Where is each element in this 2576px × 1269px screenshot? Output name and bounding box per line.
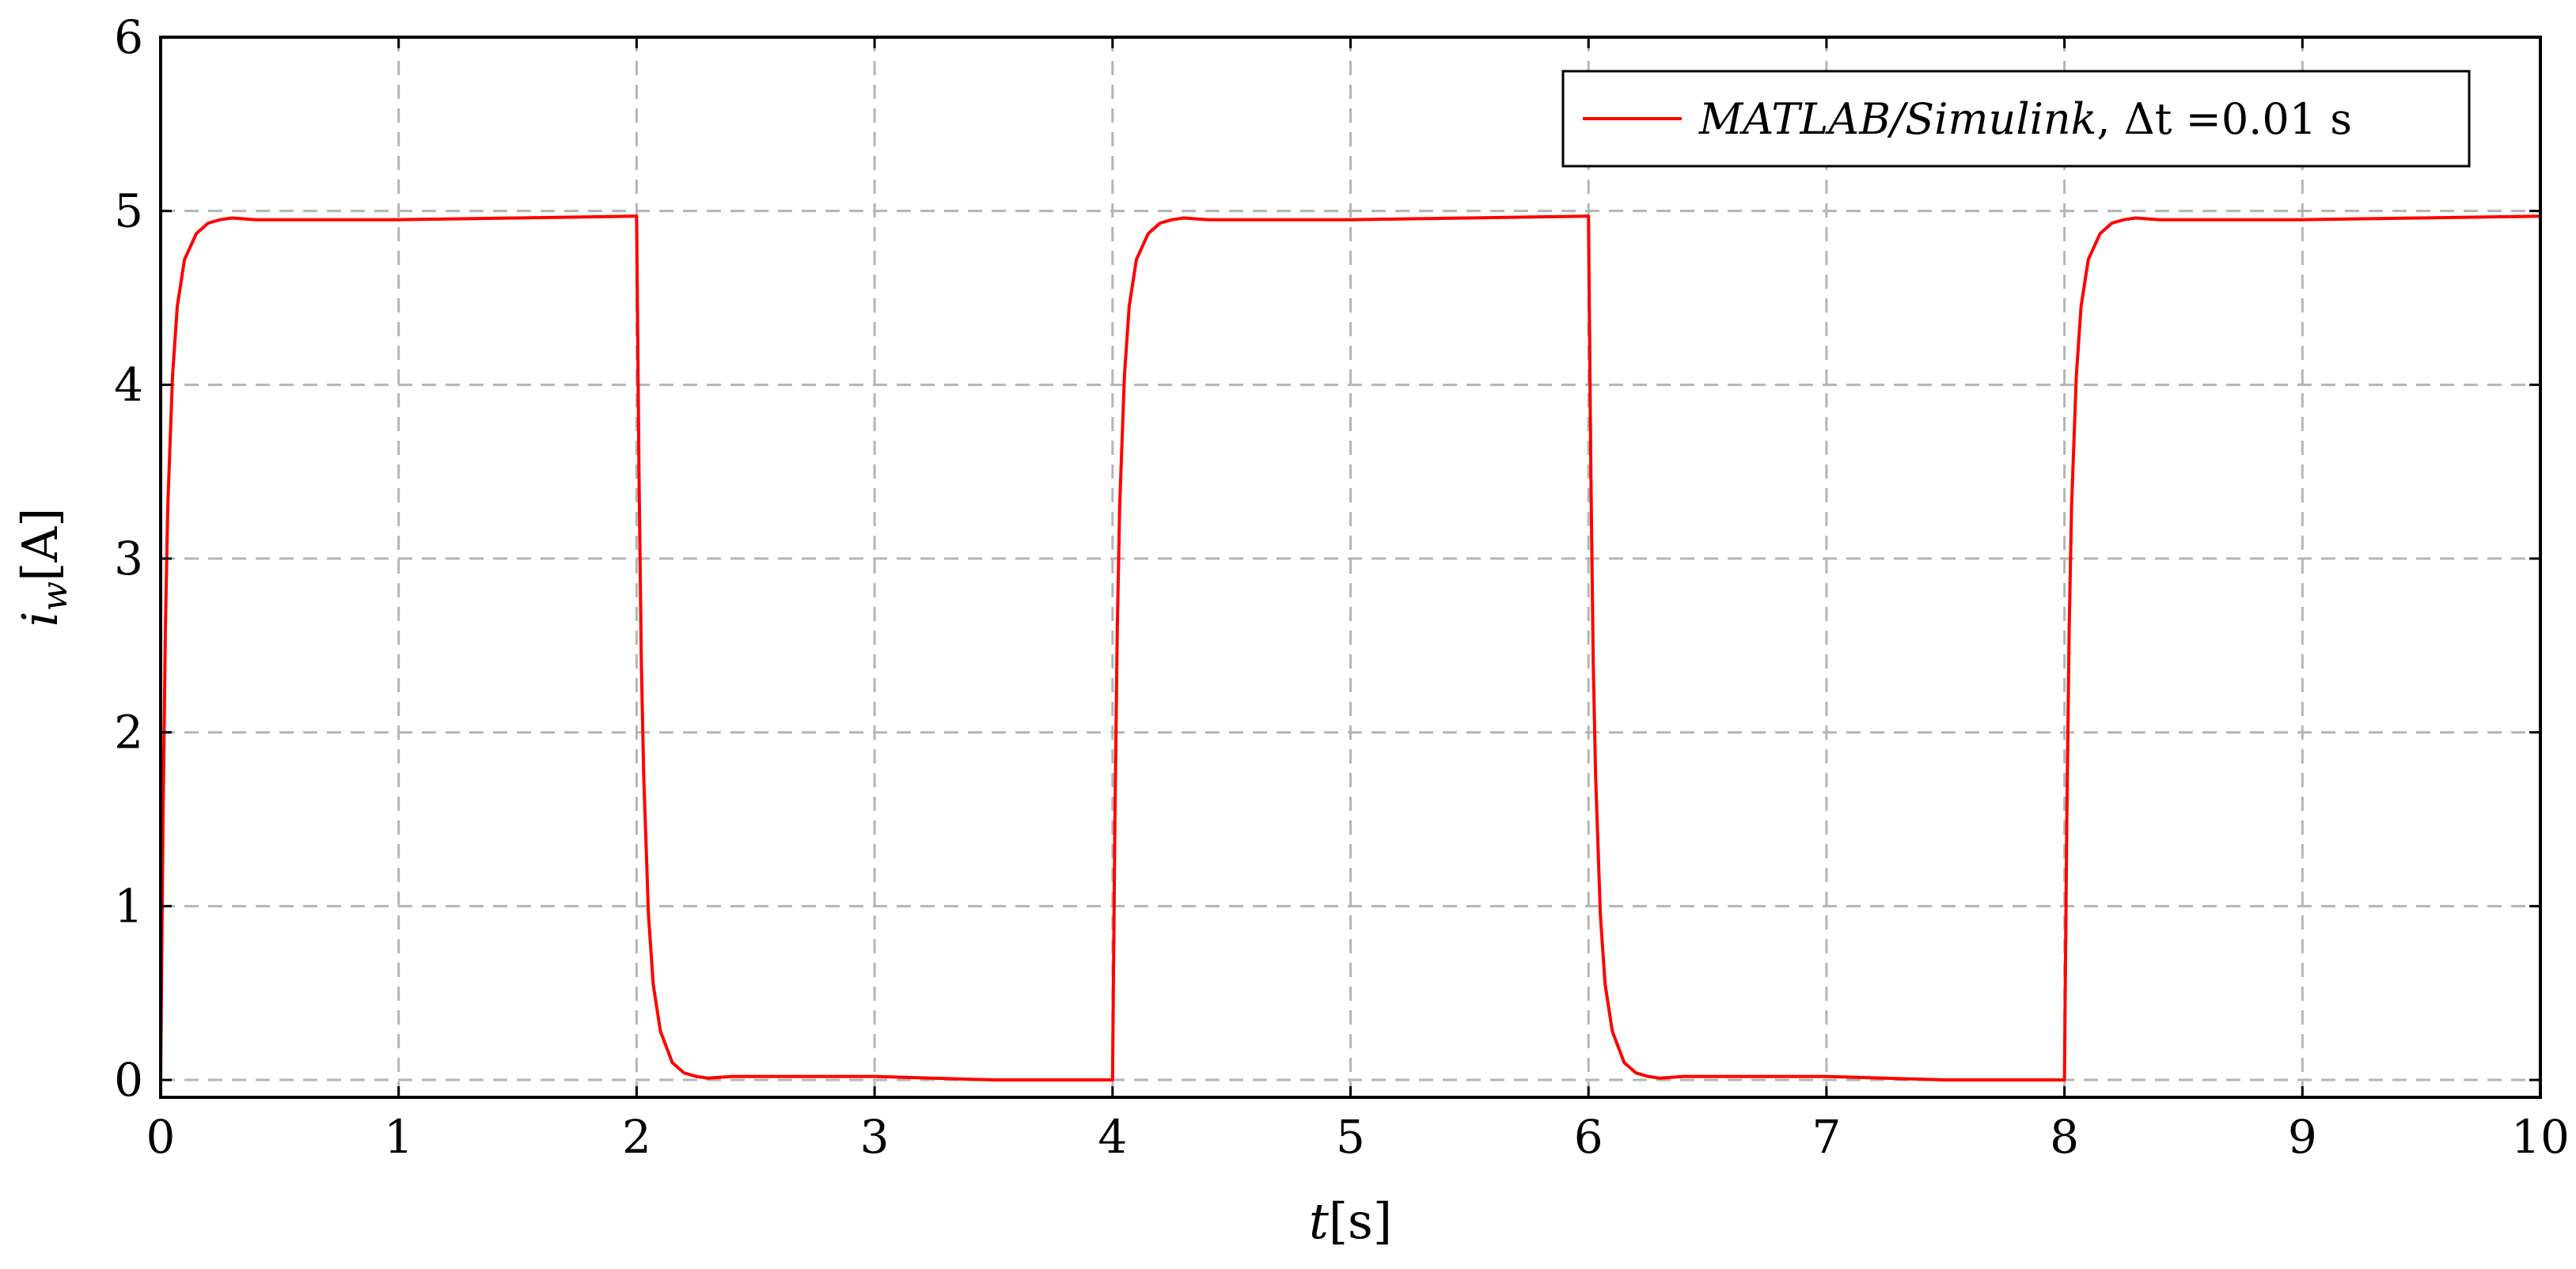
- legend: MATLAB/Simulink, Δt =0.01 s: [1561, 70, 2471, 168]
- legend-label-italic: MATLAB/Simulink: [1698, 94, 2096, 144]
- series-line-0: [159, 214, 2541, 1081]
- x-tick-label-8: 8: [2050, 1110, 2079, 1164]
- y-tick-label-1: 1: [114, 879, 143, 933]
- legend-label-rest: , Δt =0.01 s: [2096, 94, 2352, 144]
- y-axis-var: i: [11, 611, 69, 627]
- y-tick-label-4: 4: [114, 358, 143, 411]
- x-tick-label-1: 1: [384, 1110, 413, 1164]
- y-axis-unit: [A]: [11, 508, 69, 581]
- grid: [159, 37, 2542, 1097]
- y-axis-label: iw[A]: [11, 508, 75, 627]
- x-tick-label-4: 4: [1098, 1110, 1127, 1164]
- axis-ticks: 0 1 2 3 4 5 6 7 8 9 10 0 1 2 3 4 5 6: [114, 10, 2570, 1164]
- x-tick-label-6: 6: [1574, 1110, 1603, 1164]
- y-tick-label-3: 3: [114, 532, 143, 585]
- x-tick-label-5: 5: [1336, 1110, 1365, 1164]
- y-axis-sub: w: [35, 581, 75, 612]
- series-layer: [159, 214, 2541, 1081]
- x-axis-var: t: [1309, 1192, 1329, 1250]
- legend-box: [1561, 70, 2471, 168]
- x-tick-label-3: 3: [860, 1110, 890, 1164]
- x-tick-label-9: 9: [2288, 1110, 2317, 1164]
- x-tick-label-0: 0: [146, 1110, 176, 1164]
- y-tick-label-2: 2: [114, 706, 143, 760]
- x-tick-label-10: 10: [2511, 1110, 2570, 1164]
- y-tick-label-5: 5: [114, 184, 143, 238]
- x-axis-label: t[s]: [1309, 1192, 1392, 1250]
- y-tick-label-0: 0: [114, 1053, 143, 1107]
- y-tick-label-6: 6: [114, 10, 143, 64]
- x-tick-label-7: 7: [1812, 1110, 1841, 1164]
- legend-label-series-0: MATLAB/Simulink, Δt =0.01 s: [1698, 94, 2352, 144]
- x-axis-unit: [s]: [1329, 1192, 1392, 1250]
- x-tick-label-2: 2: [622, 1110, 651, 1164]
